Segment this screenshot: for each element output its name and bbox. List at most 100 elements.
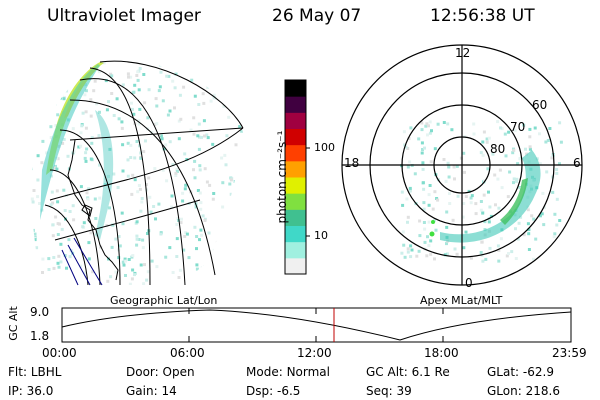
emission-pixel bbox=[247, 227, 250, 230]
emission-pixel bbox=[193, 176, 197, 180]
emission-pixel bbox=[98, 110, 101, 114]
emission-pixel bbox=[193, 225, 197, 229]
emission-pixel bbox=[203, 134, 206, 138]
emission-pixel bbox=[79, 185, 83, 189]
emission-pixel bbox=[174, 72, 178, 76]
emission-pixel bbox=[40, 161, 44, 165]
emission-pixel bbox=[49, 136, 53, 140]
emission-pixel bbox=[106, 279, 110, 283]
emission-pixel bbox=[433, 257, 436, 261]
emission-pixel bbox=[60, 92, 64, 96]
emission-pixel bbox=[49, 72, 53, 76]
emission-pixel bbox=[115, 57, 118, 60]
emission-pixel bbox=[239, 55, 242, 58]
altitude-y-bottom: 1.8 bbox=[30, 329, 50, 343]
emission-pixel bbox=[512, 181, 515, 185]
emission-pixel bbox=[558, 219, 562, 222]
emission-pixel bbox=[31, 200, 35, 204]
emission-pixel bbox=[124, 274, 127, 277]
mlt-label-18: 18 bbox=[344, 156, 360, 170]
emission-pixel bbox=[54, 164, 57, 168]
emission-pixel bbox=[85, 147, 89, 151]
emission-pixel bbox=[41, 257, 45, 261]
emission-pixel bbox=[83, 93, 87, 97]
emission-pixel bbox=[175, 168, 179, 171]
emission-pixel bbox=[59, 58, 62, 61]
emission-pixel bbox=[248, 201, 251, 204]
emission-pixel bbox=[448, 192, 451, 195]
emission-pixel bbox=[538, 132, 541, 136]
emission-pixel bbox=[400, 251, 404, 255]
emission-pixel bbox=[212, 277, 216, 281]
emission-pixel bbox=[89, 55, 92, 58]
emission-pixel bbox=[144, 183, 148, 186]
emission-pixel bbox=[497, 259, 501, 263]
emission-pixel bbox=[95, 102, 98, 106]
lat-label-60: 60 bbox=[532, 98, 548, 112]
emission-pixel bbox=[192, 132, 196, 136]
emission-pixel bbox=[550, 156, 554, 160]
emission-pixel bbox=[94, 217, 98, 220]
emission-pixel bbox=[538, 214, 542, 218]
polar-auroral-oval bbox=[440, 150, 541, 243]
emission-pixel bbox=[54, 124, 58, 127]
emission-pixel bbox=[426, 235, 429, 239]
emission-pixel bbox=[146, 116, 150, 120]
emission-pixel bbox=[462, 202, 466, 205]
emission-pixel bbox=[198, 238, 201, 242]
emission-pixel bbox=[132, 90, 136, 94]
lat-label-80: 80 bbox=[490, 142, 506, 156]
emission-pixel bbox=[181, 199, 185, 203]
emission-pixel bbox=[428, 120, 432, 124]
emission-pixel bbox=[123, 257, 127, 261]
emission-pixel bbox=[420, 121, 424, 125]
emission-pixel bbox=[431, 207, 435, 211]
emission-pixel bbox=[56, 222, 60, 226]
emission-pixel bbox=[229, 239, 233, 243]
emission-pixel bbox=[528, 135, 532, 139]
emission-pixel bbox=[61, 141, 65, 145]
emission-pixel bbox=[527, 228, 531, 232]
emission-pixel bbox=[447, 165, 451, 169]
colorbar-cell bbox=[285, 96, 306, 113]
colorbar-unit-label: photon cm⁻²s⁻¹ bbox=[275, 130, 289, 224]
emission-pixel bbox=[182, 61, 186, 65]
emission-pixel bbox=[71, 127, 75, 131]
emission-pixel bbox=[496, 244, 500, 248]
emission-pixel bbox=[70, 68, 74, 72]
emission-pixel bbox=[130, 277, 134, 281]
emission-pixel bbox=[428, 184, 432, 187]
emission-pixel bbox=[122, 263, 126, 267]
emission-pixel bbox=[500, 127, 504, 131]
emission-pixel bbox=[181, 191, 185, 195]
emission-pixel bbox=[401, 203, 405, 207]
emission-pixel bbox=[65, 266, 68, 270]
emission-pixel bbox=[60, 92, 64, 96]
emission-pixel bbox=[488, 246, 492, 250]
polar-plot bbox=[341, 44, 583, 286]
emission-pixel bbox=[499, 237, 503, 241]
emission-pixel bbox=[200, 266, 204, 270]
emission-pixel bbox=[246, 116, 249, 119]
emission-pixel bbox=[229, 178, 233, 182]
emission-pixel bbox=[87, 187, 91, 191]
emission-pixel bbox=[196, 134, 200, 138]
emission-pixel bbox=[197, 103, 201, 106]
emission-pixel bbox=[555, 197, 559, 201]
emission-pixel bbox=[57, 265, 61, 269]
emission-pixel bbox=[183, 152, 187, 156]
emission-pixel bbox=[179, 117, 183, 121]
emission-pixel bbox=[91, 270, 95, 274]
emission-pixel bbox=[211, 142, 215, 146]
emission-pixel bbox=[512, 177, 516, 181]
altitude-x-ticks bbox=[61, 308, 572, 342]
emission-pixel bbox=[553, 212, 557, 216]
emission-pixel bbox=[451, 218, 455, 222]
emission-pixel bbox=[236, 111, 239, 115]
emission-pixel bbox=[558, 162, 561, 166]
emission-pixel bbox=[225, 273, 229, 276]
emission-pixel bbox=[137, 184, 141, 187]
emission-pixel bbox=[48, 103, 52, 107]
emission-pixel bbox=[56, 200, 60, 204]
